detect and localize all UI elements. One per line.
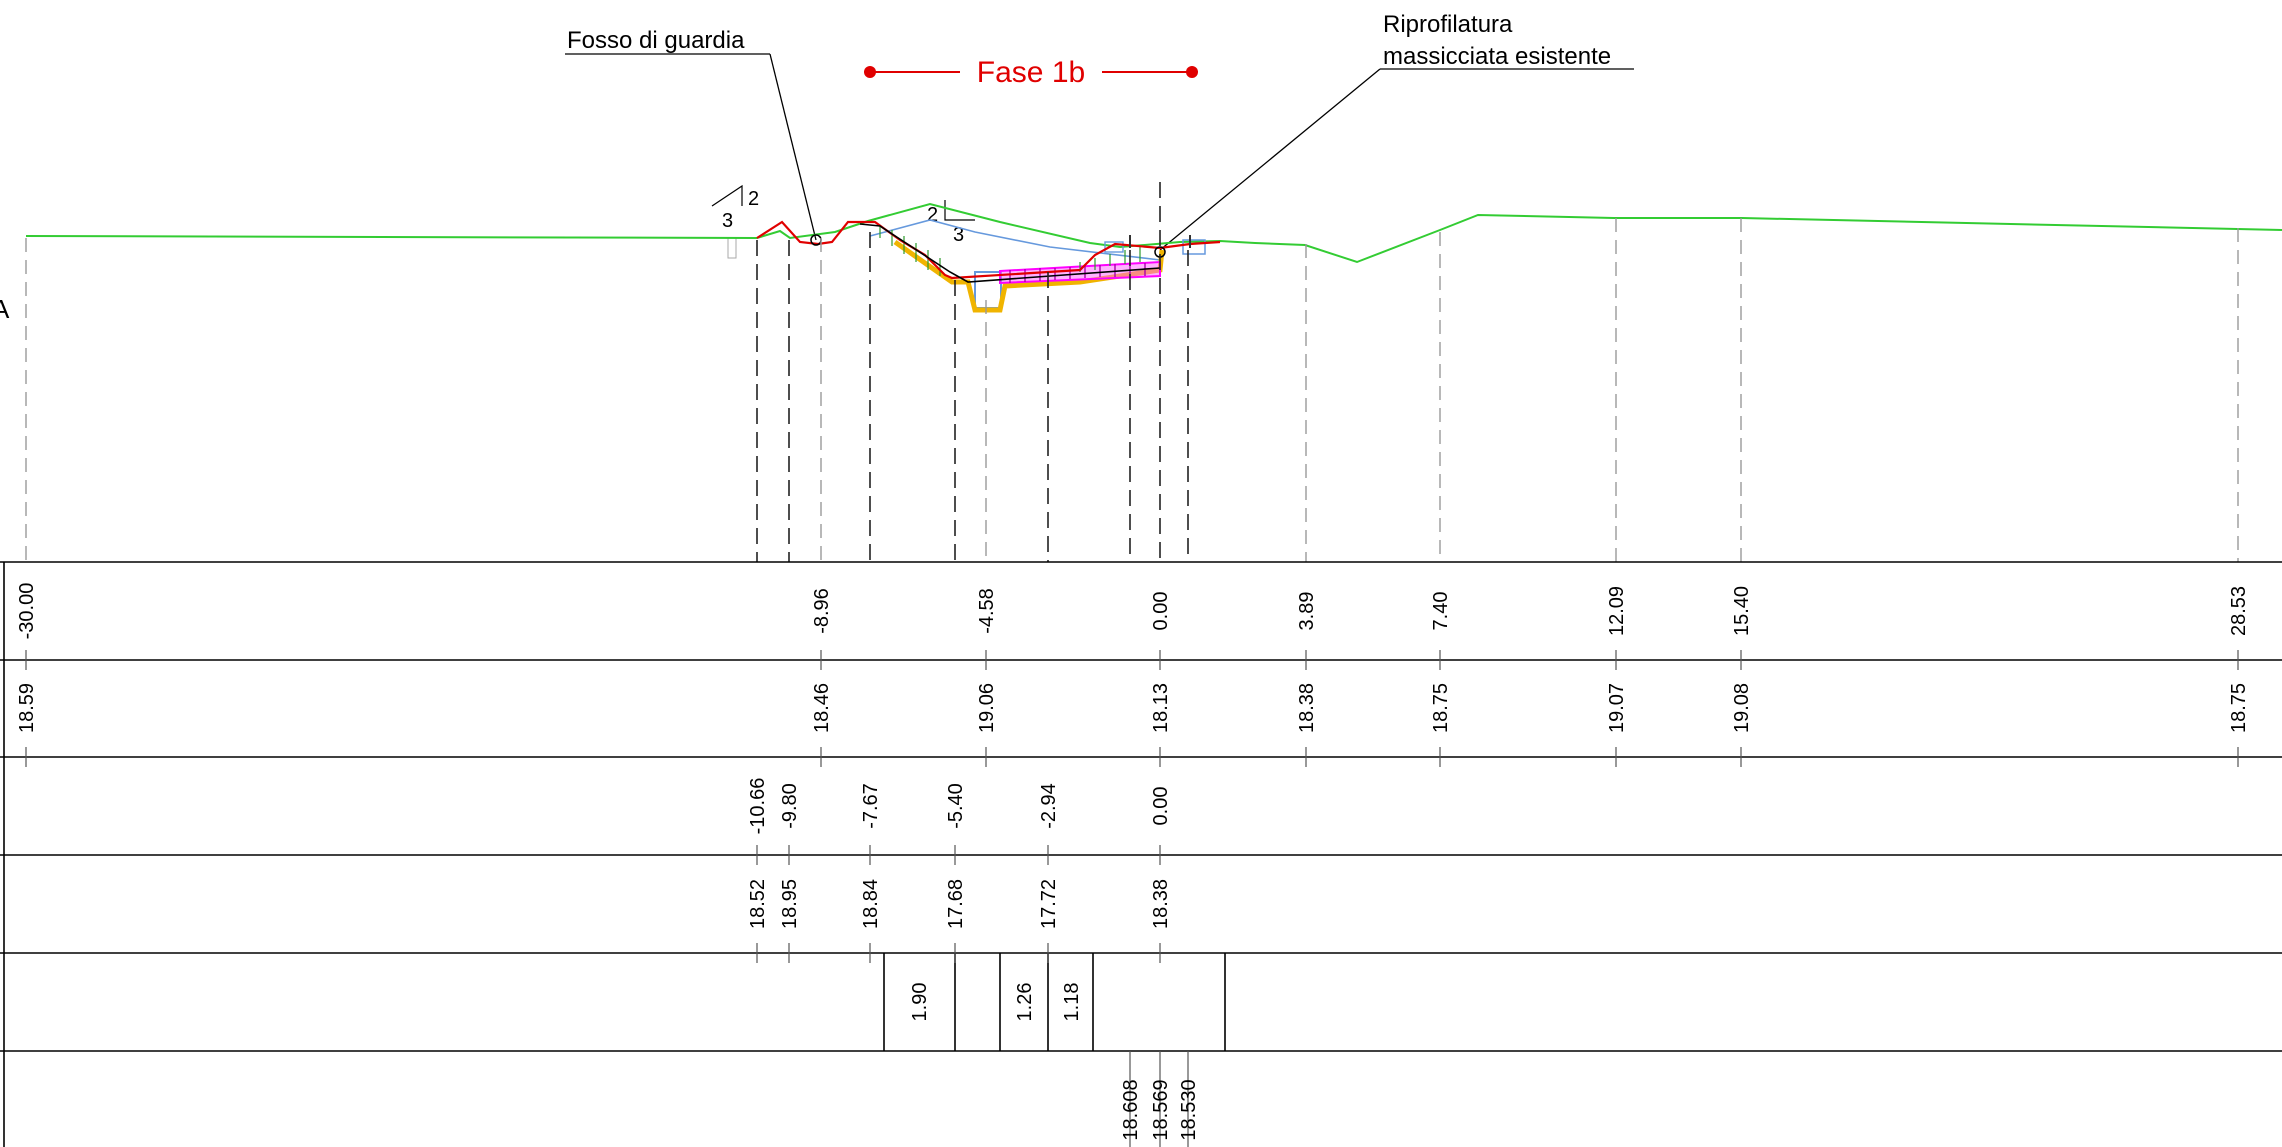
distance-value: -4.58 bbox=[976, 588, 998, 634]
terrain-value: 18.38 bbox=[1296, 683, 1318, 733]
row-project-elevations: 18.52 18.95 18.84 17.68 17.72 18.38 bbox=[747, 879, 1172, 929]
existing-ground-line bbox=[25, 202, 2282, 264]
row-rail-levels: 18.608 18.569 18.530 bbox=[1120, 1079, 1200, 1140]
terrain-value: 19.06 bbox=[976, 683, 998, 733]
row-widths: 1.90 1.26 1.18 bbox=[909, 983, 1083, 1022]
rail-level-value: 18.608 bbox=[1120, 1079, 1142, 1140]
phase-marker: Fase 1b bbox=[864, 56, 1198, 89]
row-distances: -30.00 -8.96 -4.58 0.00 3.89 7.40 12.09 … bbox=[16, 583, 2250, 640]
width-value: 1.26 bbox=[1014, 983, 1036, 1022]
phase-dot-right bbox=[1186, 66, 1198, 78]
distance-value: 0.00 bbox=[1150, 592, 1172, 631]
drain-pipe-right bbox=[1182, 239, 1206, 255]
project-distance-value: -5.40 bbox=[945, 783, 967, 829]
distance-value: -30.00 bbox=[16, 583, 38, 640]
project-elevation-value: 17.72 bbox=[1038, 879, 1060, 929]
riprofilatura-leader bbox=[1159, 68, 1381, 251]
terrain-value: 18.75 bbox=[1430, 683, 1452, 733]
rail-marks bbox=[1129, 235, 1191, 248]
project-distance-value: -9.80 bbox=[779, 783, 801, 829]
excavation-hatch bbox=[879, 226, 1141, 276]
station-lines-black bbox=[756, 182, 1189, 562]
slope-indicator-left: 2 3 bbox=[711, 184, 759, 259]
distance-value: 28.53 bbox=[2228, 586, 2250, 636]
width-value: 1.90 bbox=[909, 983, 931, 1022]
terrain-value: 18.13 bbox=[1150, 683, 1172, 733]
terrain-value: 18.75 bbox=[2228, 683, 2250, 733]
terrain-value: 19.07 bbox=[1606, 683, 1628, 733]
slope-mid-rise: 2 bbox=[927, 204, 938, 226]
fosso-label: Fosso di guardia bbox=[567, 27, 745, 54]
project-elevation-value: 18.84 bbox=[860, 879, 882, 929]
project-elevation-value: 18.38 bbox=[1150, 879, 1172, 929]
fosso-leader bbox=[769, 53, 817, 241]
row-ticks bbox=[25, 650, 2239, 1147]
riprofilatura-label-2: massicciata esistente bbox=[1383, 43, 1611, 70]
width-value: 1.18 bbox=[1061, 983, 1083, 1022]
row-terrain: 18.59 18.46 19.06 18.13 18.38 18.75 19.0… bbox=[16, 683, 2250, 733]
rail-level-value: 18.569 bbox=[1150, 1079, 1172, 1140]
riprofilatura-label-1: Riprofilatura bbox=[1383, 11, 1513, 38]
distance-value: -8.96 bbox=[811, 588, 833, 634]
row-project-distances: -10.66 -9.80 -7.67 -5.40 -2.94 0.00 bbox=[747, 778, 1172, 835]
slope-left-run: 3 bbox=[722, 210, 733, 232]
distance-value: 7.40 bbox=[1430, 592, 1452, 631]
project-elevation-value: 18.95 bbox=[779, 879, 801, 929]
terrain-value: 18.46 bbox=[811, 683, 833, 733]
slope-mid-run: 3 bbox=[953, 224, 964, 246]
project-distance-value: 0.00 bbox=[1150, 787, 1172, 826]
phase-dot-left bbox=[864, 66, 876, 78]
slope-indicator-mid: 2 3 bbox=[927, 200, 975, 246]
distance-value: 3.89 bbox=[1296, 592, 1318, 631]
table-grid bbox=[0, 561, 2282, 1147]
rail-level-value: 18.530 bbox=[1178, 1079, 1200, 1140]
phase-title: Fase 1b bbox=[977, 56, 1085, 89]
project-distance-value: -10.66 bbox=[747, 778, 769, 835]
cut-line bbox=[859, 223, 1161, 283]
drain-small-box bbox=[1104, 241, 1124, 253]
project-elevation-value: 17.68 bbox=[945, 879, 967, 929]
project-distance-value: -7.67 bbox=[860, 783, 882, 829]
station-lines-gray bbox=[25, 218, 2239, 562]
slope-left-rise: 2 bbox=[748, 188, 759, 210]
terrain-value: 19.08 bbox=[1731, 683, 1753, 733]
project-elevation-value: 18.52 bbox=[747, 879, 769, 929]
edge-letter: A bbox=[0, 294, 10, 324]
drain-line bbox=[869, 219, 1161, 261]
distance-value: 15.40 bbox=[1731, 586, 1753, 636]
distance-value: 12.09 bbox=[1606, 586, 1628, 636]
project-distance-value: -2.94 bbox=[1038, 783, 1060, 829]
terrain-value: 18.59 bbox=[16, 683, 38, 733]
